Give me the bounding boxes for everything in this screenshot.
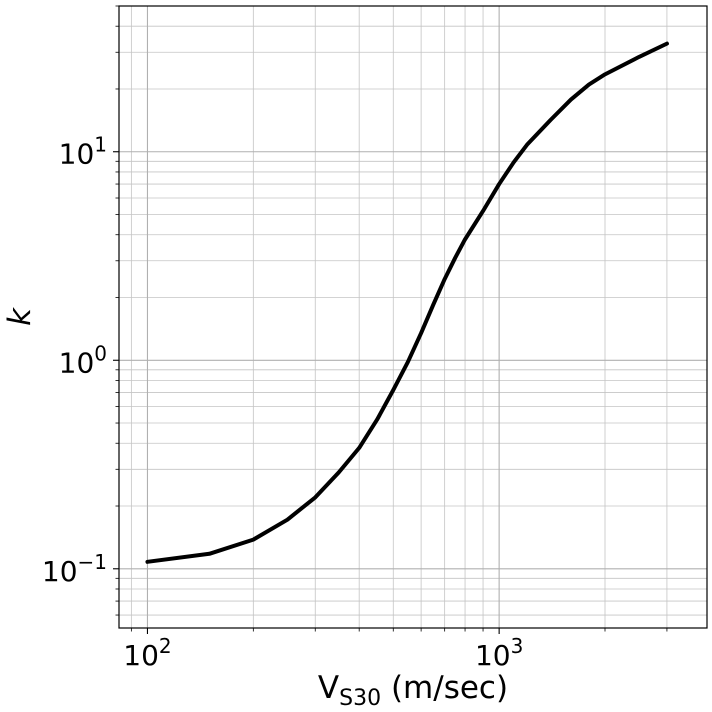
y-tick-label: 101 <box>59 133 107 171</box>
axis-ticks <box>113 5 668 634</box>
y-tick-label: 100 <box>59 341 107 379</box>
y-tick-label: 10−1 <box>42 550 107 588</box>
plot-frame <box>118 5 708 629</box>
series-line <box>145 41 669 564</box>
minor-grid <box>119 5 707 628</box>
major-grid <box>119 6 707 628</box>
x-axis-title: VS30 (m/sec) <box>318 670 508 711</box>
x-tick-label: 103 <box>475 634 523 672</box>
tick-labels: 102 103 10−1 100 101 <box>42 133 523 672</box>
series-layer <box>145 41 669 564</box>
plot-background <box>119 6 707 628</box>
y-axis-title: k <box>2 307 38 326</box>
x-tick-label: 102 <box>123 634 171 672</box>
